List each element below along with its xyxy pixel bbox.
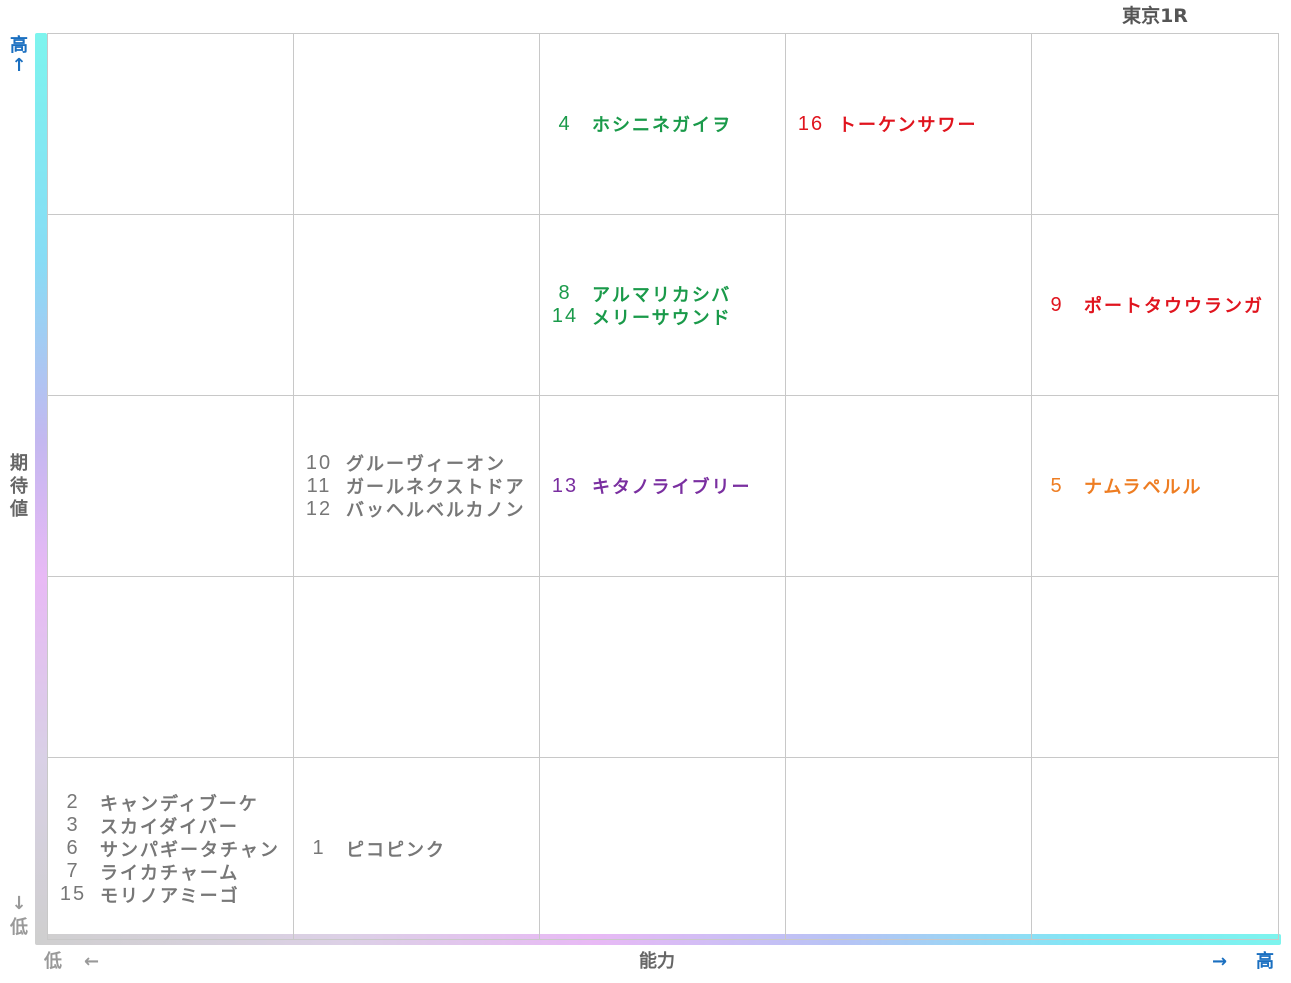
grid-cell: [1032, 577, 1278, 758]
left-arrow-icon: ←: [84, 951, 100, 972]
grid-cell: [786, 215, 1032, 396]
horse-number: 9: [1050, 293, 1064, 316]
horse-name: ホシニネガイヲ: [592, 115, 732, 136]
horse-number: 11: [306, 474, 332, 497]
grid-cell: [786, 577, 1032, 758]
y-axis-title: 期待値: [8, 452, 30, 521]
horse-entry: 1 ピコピンク: [302, 837, 446, 861]
grid-cell: [294, 215, 540, 396]
horse-entry: 9 ポートタウウランガ: [1040, 293, 1264, 318]
y-axis-title-char: 値: [10, 499, 28, 520]
horse-name: グルーヴィーオン: [346, 454, 506, 475]
horse-name: サンパギータチャン: [100, 839, 280, 861]
horse-number: 3: [66, 814, 80, 836]
race-title: 東京1R: [1122, 5, 1188, 27]
grid-cell: 16 トーケンサワー: [786, 34, 1032, 215]
horse-number: 15: [59, 883, 87, 905]
horse-entry: 11 ガールネクストドア: [302, 474, 526, 499]
horse-number: 7: [66, 860, 80, 882]
grid-cell: 8 アルマリカシバ 14 メリーサウンド: [540, 215, 786, 396]
horse-name: バッヘルベルカノン: [346, 500, 526, 521]
y-axis-high-label: 高: [10, 35, 28, 56]
up-arrow-icon: ↑: [11, 55, 27, 76]
horse-number: 2: [66, 791, 80, 813]
grid-cell: [48, 396, 294, 577]
grid-cell: [540, 758, 786, 939]
y-axis-low-label: 低: [10, 917, 28, 938]
right-arrow-icon: →: [1212, 951, 1228, 972]
grid-cell: 5 ナムラペルル: [1032, 396, 1278, 577]
horse-number: 1: [312, 837, 326, 859]
horse-name: キタノライブリー: [592, 477, 752, 498]
grid-cell: 1 ピコピンク: [294, 758, 540, 939]
horse-entry: 8 アルマリカシバ: [548, 282, 732, 306]
horse-number: 8: [558, 282, 572, 304]
horse-name: キャンディブーケ: [100, 793, 259, 815]
horse-name: モリノアミーゴ: [100, 885, 240, 907]
horse-entry: 3 スカイダイバー: [56, 814, 239, 838]
horse-name: メリーサウンド: [592, 307, 732, 329]
grid-cell: [786, 758, 1032, 939]
horse-entry: 5 ナムラペルル: [1040, 474, 1203, 499]
grid-cell: [48, 577, 294, 758]
grid-cell: [1032, 34, 1278, 215]
horse-number: 6: [66, 837, 80, 859]
horse-name: アルマリカシバ: [592, 284, 732, 306]
down-arrow-icon: ↓: [11, 893, 27, 914]
plot-grid: 4 ホシニネガイヲ 16 トーケンサワー 8 アルマリカシバ 14 メリーサウンド 9 ポートタウ…: [47, 33, 1279, 940]
horse-number: 4: [558, 112, 572, 135]
horse-entry: 14 メリーサウンド: [548, 305, 732, 329]
horse-entry: 6 サンパギータチャン: [56, 837, 280, 861]
horse-entry: 15 モリノアミーゴ: [56, 883, 240, 907]
grid-cell: 10 グルーヴィーオン 11 ガールネクストドア 12 バッヘルベルカノン: [294, 396, 540, 577]
horse-number: 12: [305, 497, 333, 520]
horse-number: 10: [305, 451, 333, 474]
y-axis-title-char: 待: [10, 476, 28, 497]
horse-number: 5: [1050, 474, 1064, 497]
horse-number: 13: [551, 474, 579, 497]
horse-number: 16: [797, 112, 825, 135]
horse-name: スカイダイバー: [100, 816, 239, 838]
horse-name: ガールネクストドア: [346, 477, 526, 498]
horse-entry: 16 トーケンサワー: [794, 112, 978, 137]
x-axis-title: 能力: [639, 951, 675, 972]
grid-cell: 4 ホシニネガイヲ: [540, 34, 786, 215]
horse-name: ナムラペルル: [1084, 477, 1203, 498]
x-axis-high-label: 高: [1256, 951, 1274, 972]
grid-cell: [540, 577, 786, 758]
horse-entry: 10 グルーヴィーオン: [302, 451, 506, 476]
horse-name: ピコピンク: [346, 839, 446, 861]
y-axis-title-char: 期: [10, 453, 28, 474]
grid-cell: [1032, 758, 1278, 939]
x-axis-low-label: 低: [44, 951, 62, 972]
grid-cell: [48, 215, 294, 396]
horse-name: ライカチャーム: [100, 862, 240, 884]
grid-cell: [786, 396, 1032, 577]
y-axis-gradient-bar: [35, 33, 47, 940]
horse-number: 14: [551, 305, 579, 327]
grid-cell: 9 ポートタウウランガ: [1032, 215, 1278, 396]
grid-cell: [294, 34, 540, 215]
horse-name: ポートタウウランガ: [1084, 296, 1264, 317]
grid-cell: 2 キャンディブーケ 3 スカイダイバー 6 サンパギータチャン 7 ライカチャーム 15 モリノ…: [48, 758, 294, 939]
horse-entry: 4 ホシニネガイヲ: [548, 112, 732, 137]
horse-entry: 7 ライカチャーム: [56, 860, 240, 884]
grid-cell: [48, 34, 294, 215]
horse-entry: 2 キャンディブーケ: [56, 791, 259, 815]
horse-entry: 13 キタノライブリー: [548, 474, 752, 499]
horse-entry: 12 バッヘルベルカノン: [302, 497, 526, 522]
grid-cell: 13 キタノライブリー: [540, 396, 786, 577]
grid-cell: [294, 577, 540, 758]
horse-name: トーケンサワー: [838, 115, 978, 136]
